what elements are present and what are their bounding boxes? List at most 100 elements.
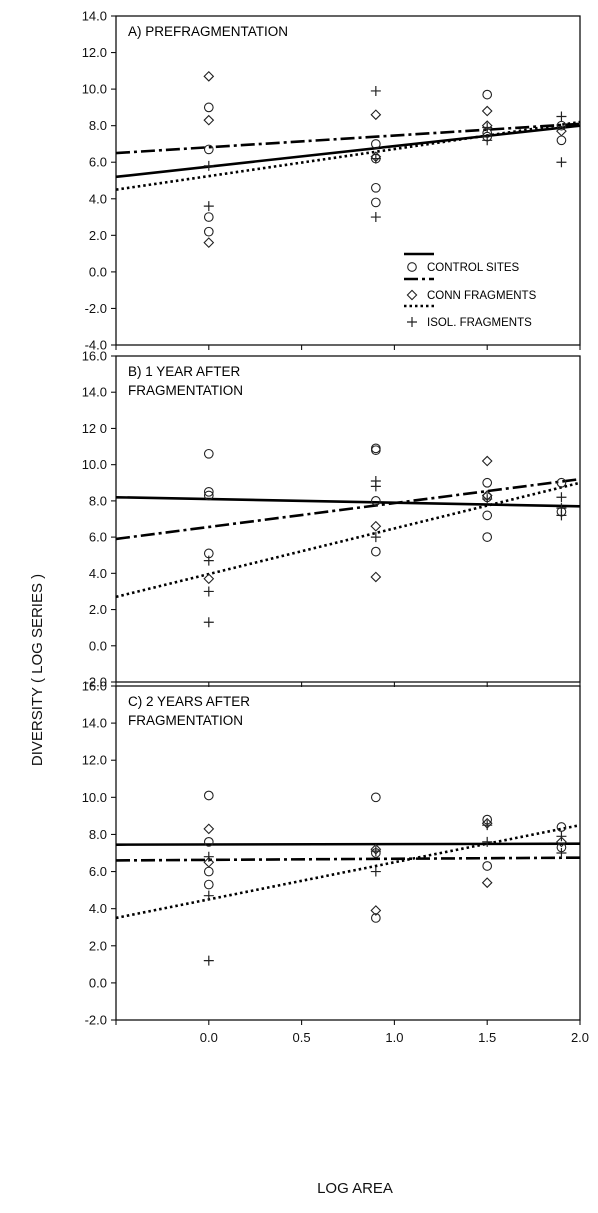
data-point-diamond: [556, 125, 567, 137]
y-tick-label: 10.0: [82, 790, 107, 805]
data-point-circle: [370, 197, 381, 208]
data-point-circle: [203, 490, 214, 501]
legend-marker-circle: [407, 262, 417, 272]
data-point-diamond: [203, 237, 215, 249]
x-tick-label: 0.5: [293, 1030, 311, 1045]
y-tick-label: 12.0: [82, 753, 107, 768]
y-tick-label: 12.0: [82, 45, 107, 60]
data-point-circle: [556, 477, 567, 488]
data-point-plus: [370, 153, 381, 164]
x-tick-label: 2.0: [571, 1030, 589, 1045]
data-point-diamond: [481, 455, 493, 467]
data-point-circle: [203, 879, 214, 890]
fit-line-plus: [115, 823, 581, 920]
data-point-plus: [203, 201, 214, 212]
y-tick-label: 2.0: [89, 602, 107, 617]
y-tick-label: -2.0: [85, 675, 107, 690]
panel-title: C) 2 YEARS AFTER: [128, 694, 250, 709]
y-tick-label: -2.0: [85, 1013, 107, 1028]
fit-line-diamond: [115, 477, 581, 541]
y-tick-label: 10.0: [82, 457, 107, 472]
x-tick-label: 1.5: [478, 1030, 496, 1045]
data-point-plus: [370, 866, 381, 877]
data-point-plus: [370, 532, 381, 543]
y-tick-label: -4.0: [85, 338, 107, 353]
data-point-plus: [370, 212, 381, 223]
data-point-circle: [482, 532, 493, 542]
y-tick-label: 4.0: [89, 901, 107, 916]
data-point-circle: [203, 837, 214, 847]
data-point-plus: [203, 555, 214, 566]
plot-frame: [115, 685, 581, 1021]
data-point-circle: [203, 212, 214, 222]
y-tick-label: 14.0: [82, 9, 107, 24]
data-point-diamond: [203, 856, 215, 868]
data-point-circle: [482, 510, 493, 521]
y-tick-label: 8.0: [89, 118, 107, 133]
y-tick-label: 2.0: [89, 228, 107, 243]
data-point-plus: [370, 85, 381, 96]
data-point-plus: [556, 157, 567, 168]
data-point-circle: [370, 913, 381, 923]
data-point-diamond: [370, 905, 382, 916]
x-axis-label: LOG AREA: [317, 1180, 393, 1197]
data-point-diamond: [203, 70, 215, 82]
panel-title: B) 1 YEAR AFTER: [128, 364, 241, 379]
data-point-plus: [556, 510, 567, 521]
y-tick-label: 12 0: [82, 421, 107, 436]
data-point-plus: [556, 831, 567, 842]
y-tick-label: -2.0: [85, 301, 107, 316]
y-tick-label: 10.0: [82, 82, 107, 97]
data-point-circle: [370, 445, 381, 456]
legend: CONTROL SITES CONN FRAGMENTS ISOL. FRAGMEN…: [404, 252, 537, 329]
data-point-plus: [370, 481, 381, 492]
y-axis-label: DIVERSITY ( LOG SERIES ): [29, 574, 46, 766]
data-point-diamond: [370, 571, 382, 583]
y-tick-label: 8.0: [89, 493, 107, 508]
data-point-diamond: [203, 573, 215, 585]
fit-line-plus: [115, 481, 581, 599]
fit-line-circle: [115, 495, 581, 508]
x-tick-label: 0.0: [200, 1030, 218, 1045]
data-point-plus: [556, 111, 567, 122]
legend-entry: CONTROL SITES: [427, 262, 520, 274]
data-point-diamond: [203, 114, 215, 126]
data-point-plus: [482, 494, 493, 505]
y-tick-label: 0.0: [89, 975, 107, 990]
y-tick-label: 0.0: [89, 264, 107, 279]
y-tick-label: 6.0: [89, 155, 107, 170]
data-point-plus: [482, 122, 493, 133]
data-point-plus: [556, 848, 567, 858]
y-tick-label: 16.0: [82, 679, 107, 694]
panel-title: FRAGMENTATION: [128, 383, 243, 398]
y-tick-label: 0.0: [89, 638, 107, 653]
panel-c: -2.0 0.0 2.0 4.0 6.0 8.0 10.0 12.0 14.0 16.0 0.0 0.…: [82, 679, 589, 1046]
y-tick-label: 4.0: [89, 191, 107, 206]
data-point-circle: [203, 226, 214, 237]
data-point-circle: [482, 89, 493, 100]
y-tick-label: 14.0: [82, 716, 107, 731]
data-point-plus: [203, 851, 214, 862]
data-point-plus: [482, 836, 493, 847]
data-point-circle: [203, 448, 214, 459]
fit-line-diamond: [115, 122, 581, 155]
y-tick-label: 8.0: [89, 827, 107, 842]
y-tick-label: 4.0: [89, 566, 107, 581]
panel-title: FRAGMENTATION: [128, 713, 243, 728]
panels: -4.0 -2.0 0.0 2.0 4.0 6.0 8.0 10.0 12.0 14.0 A) PR…: [82, 9, 589, 1046]
data-point-circle: [482, 477, 493, 488]
data-point-circle: [203, 102, 214, 113]
data-point-plus: [203, 617, 214, 628]
data-point-circle: [370, 546, 381, 557]
data-point-diamond: [370, 109, 382, 121]
fit-line-circle: [115, 842, 581, 846]
data-point-circle: [203, 790, 214, 801]
data-point-plus: [370, 846, 381, 857]
y-tick-label: 6.0: [89, 530, 107, 545]
legend-entry: ISOL. FRAGMENTS: [427, 317, 532, 329]
panel-title: A) PREFRAGMENTATION: [128, 24, 288, 39]
data-point-plus: [203, 586, 214, 597]
y-tick-label: 2.0: [89, 938, 107, 953]
fit-line-plus: [115, 120, 581, 191]
